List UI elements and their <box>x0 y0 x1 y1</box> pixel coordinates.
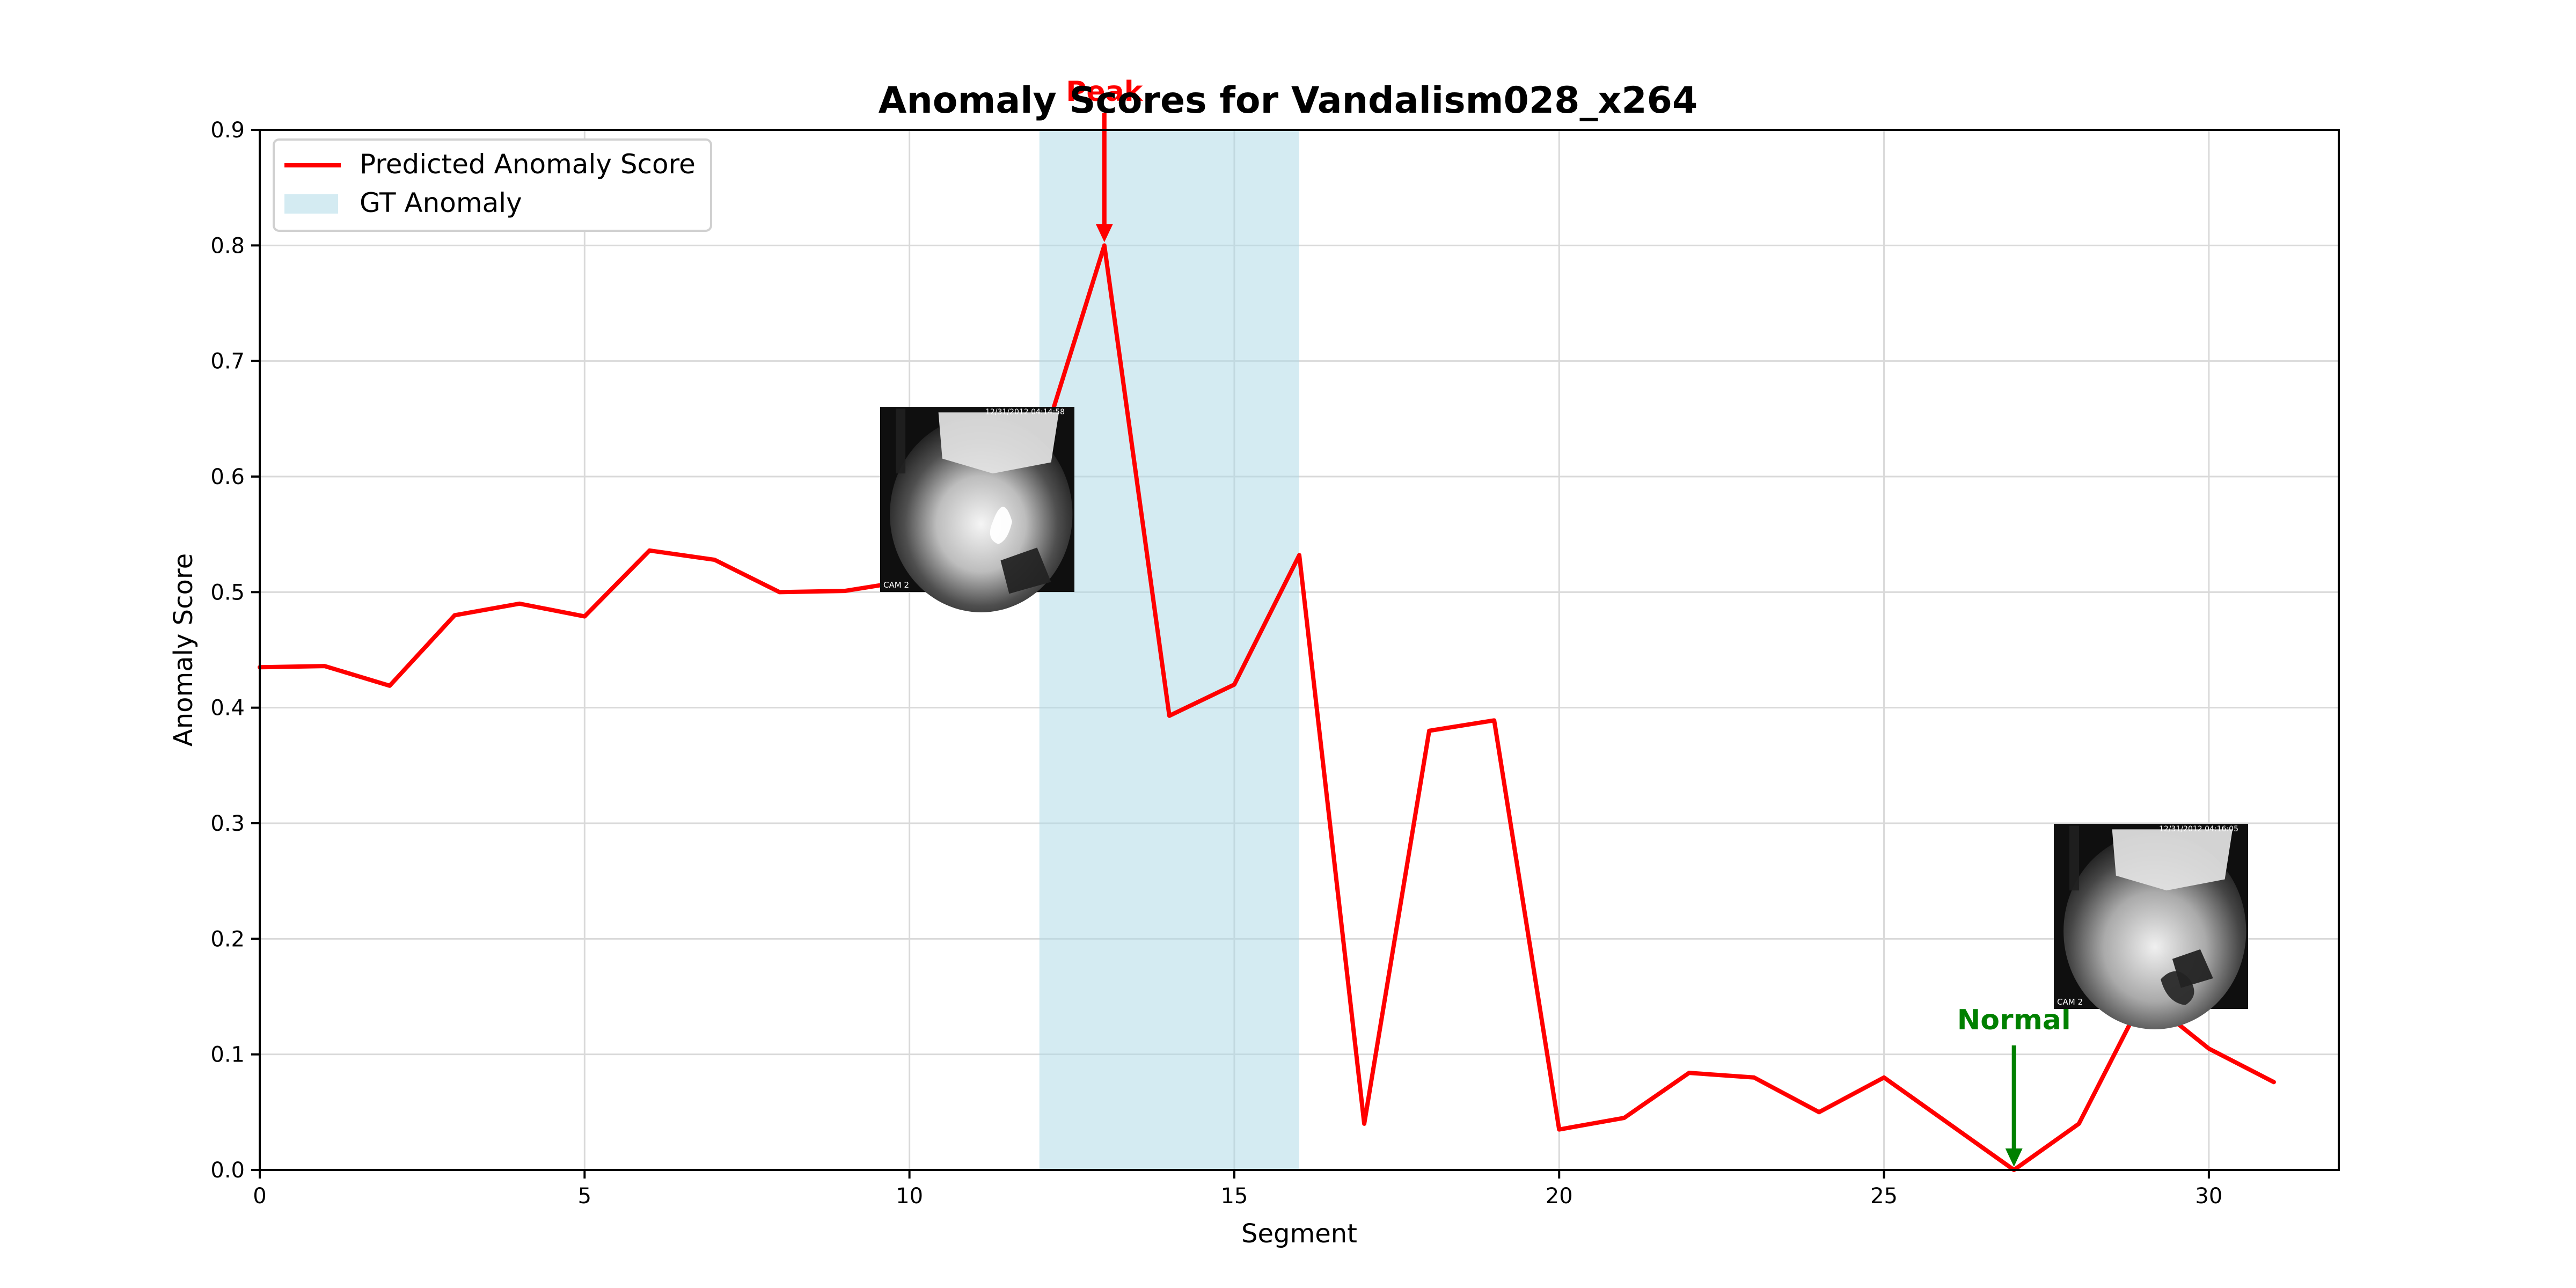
x-tick-label-3: 15 <box>1220 1184 1248 1209</box>
y-tick-label-2: 0.2 <box>210 927 245 952</box>
gt-anomaly-span <box>1039 130 1299 1170</box>
x-tick-label-6: 30 <box>2195 1184 2222 1209</box>
cctv-frame-1-vehicle-shape <box>938 412 1059 474</box>
peak-annotation-label: Peak <box>1066 76 1143 108</box>
x-axis-label: Segment <box>1241 1219 1357 1249</box>
cctv-frame-1-person-shape <box>990 507 1012 544</box>
chart-title: Anomaly Scores for Vandalism028_x264 <box>879 79 1698 122</box>
y-tick-label-4: 0.4 <box>210 696 245 721</box>
cctv-frame-1-camera-label: CAM 2 <box>883 580 909 590</box>
legend-box <box>273 138 712 232</box>
x-tick-label-1: 5 <box>578 1184 591 1209</box>
cctv-frame-1-object-shape <box>1000 547 1051 594</box>
y-tick-label-5: 0.5 <box>210 580 245 605</box>
x-tick-label-4: 20 <box>1546 1184 1573 1209</box>
y-tick-label-7: 0.7 <box>210 349 245 374</box>
predicted-anomaly-score-line <box>258 243 2276 1172</box>
legend-gt-anomaly-swatch <box>284 194 338 214</box>
cctv-frame-2: 12/31/2012 04:16:05 CAM 2 <box>2054 824 2248 1029</box>
peak-arrowhead-icon <box>1095 224 1113 243</box>
cctv-frame-2-camera-label: CAM 2 <box>2057 997 2083 1007</box>
plot-frame <box>259 129 2340 1171</box>
x-tick-label-5: 25 <box>1870 1184 1898 1209</box>
legend-predicted-anomaly-label: Predicted Anomaly Score <box>360 149 696 180</box>
normal-arrowhead-icon <box>2005 1148 2023 1167</box>
legend-gt-anomaly-label: GT Anomaly <box>360 187 522 218</box>
y-tick-label-6: 0.6 <box>210 465 245 489</box>
y-tick-label-0: 0.0 <box>210 1158 245 1183</box>
normal-annotation-label: Normal <box>1957 1004 2071 1036</box>
cctv-frame-2-timestamp: 12/31/2012 04:16:05 <box>2159 825 2238 833</box>
cctv-frame-2-object-shape <box>2172 949 2213 988</box>
y-tick-label-3: 0.3 <box>210 811 245 836</box>
cctv-frame-1-timestamp: 12/31/2012 04:14:58 <box>985 408 1065 416</box>
y-axis-label: Anomaly Score <box>169 553 199 747</box>
y-tick-label-9: 0.9 <box>210 118 245 143</box>
cctv-frame-1: 12/31/2012 04:14:58 CAM 2 <box>880 407 1074 612</box>
x-tick-label-0: 0 <box>253 1184 266 1209</box>
x-tick-label-2: 10 <box>896 1184 923 1209</box>
y-tick-label-1: 0.1 <box>210 1043 245 1067</box>
y-tick-label-8: 0.8 <box>210 233 245 258</box>
cctv-frame-1-pillar <box>895 408 906 474</box>
cctv-frame-2-pillar <box>2069 825 2080 891</box>
cctv-frame-2-vehicle-shape <box>2112 829 2233 891</box>
